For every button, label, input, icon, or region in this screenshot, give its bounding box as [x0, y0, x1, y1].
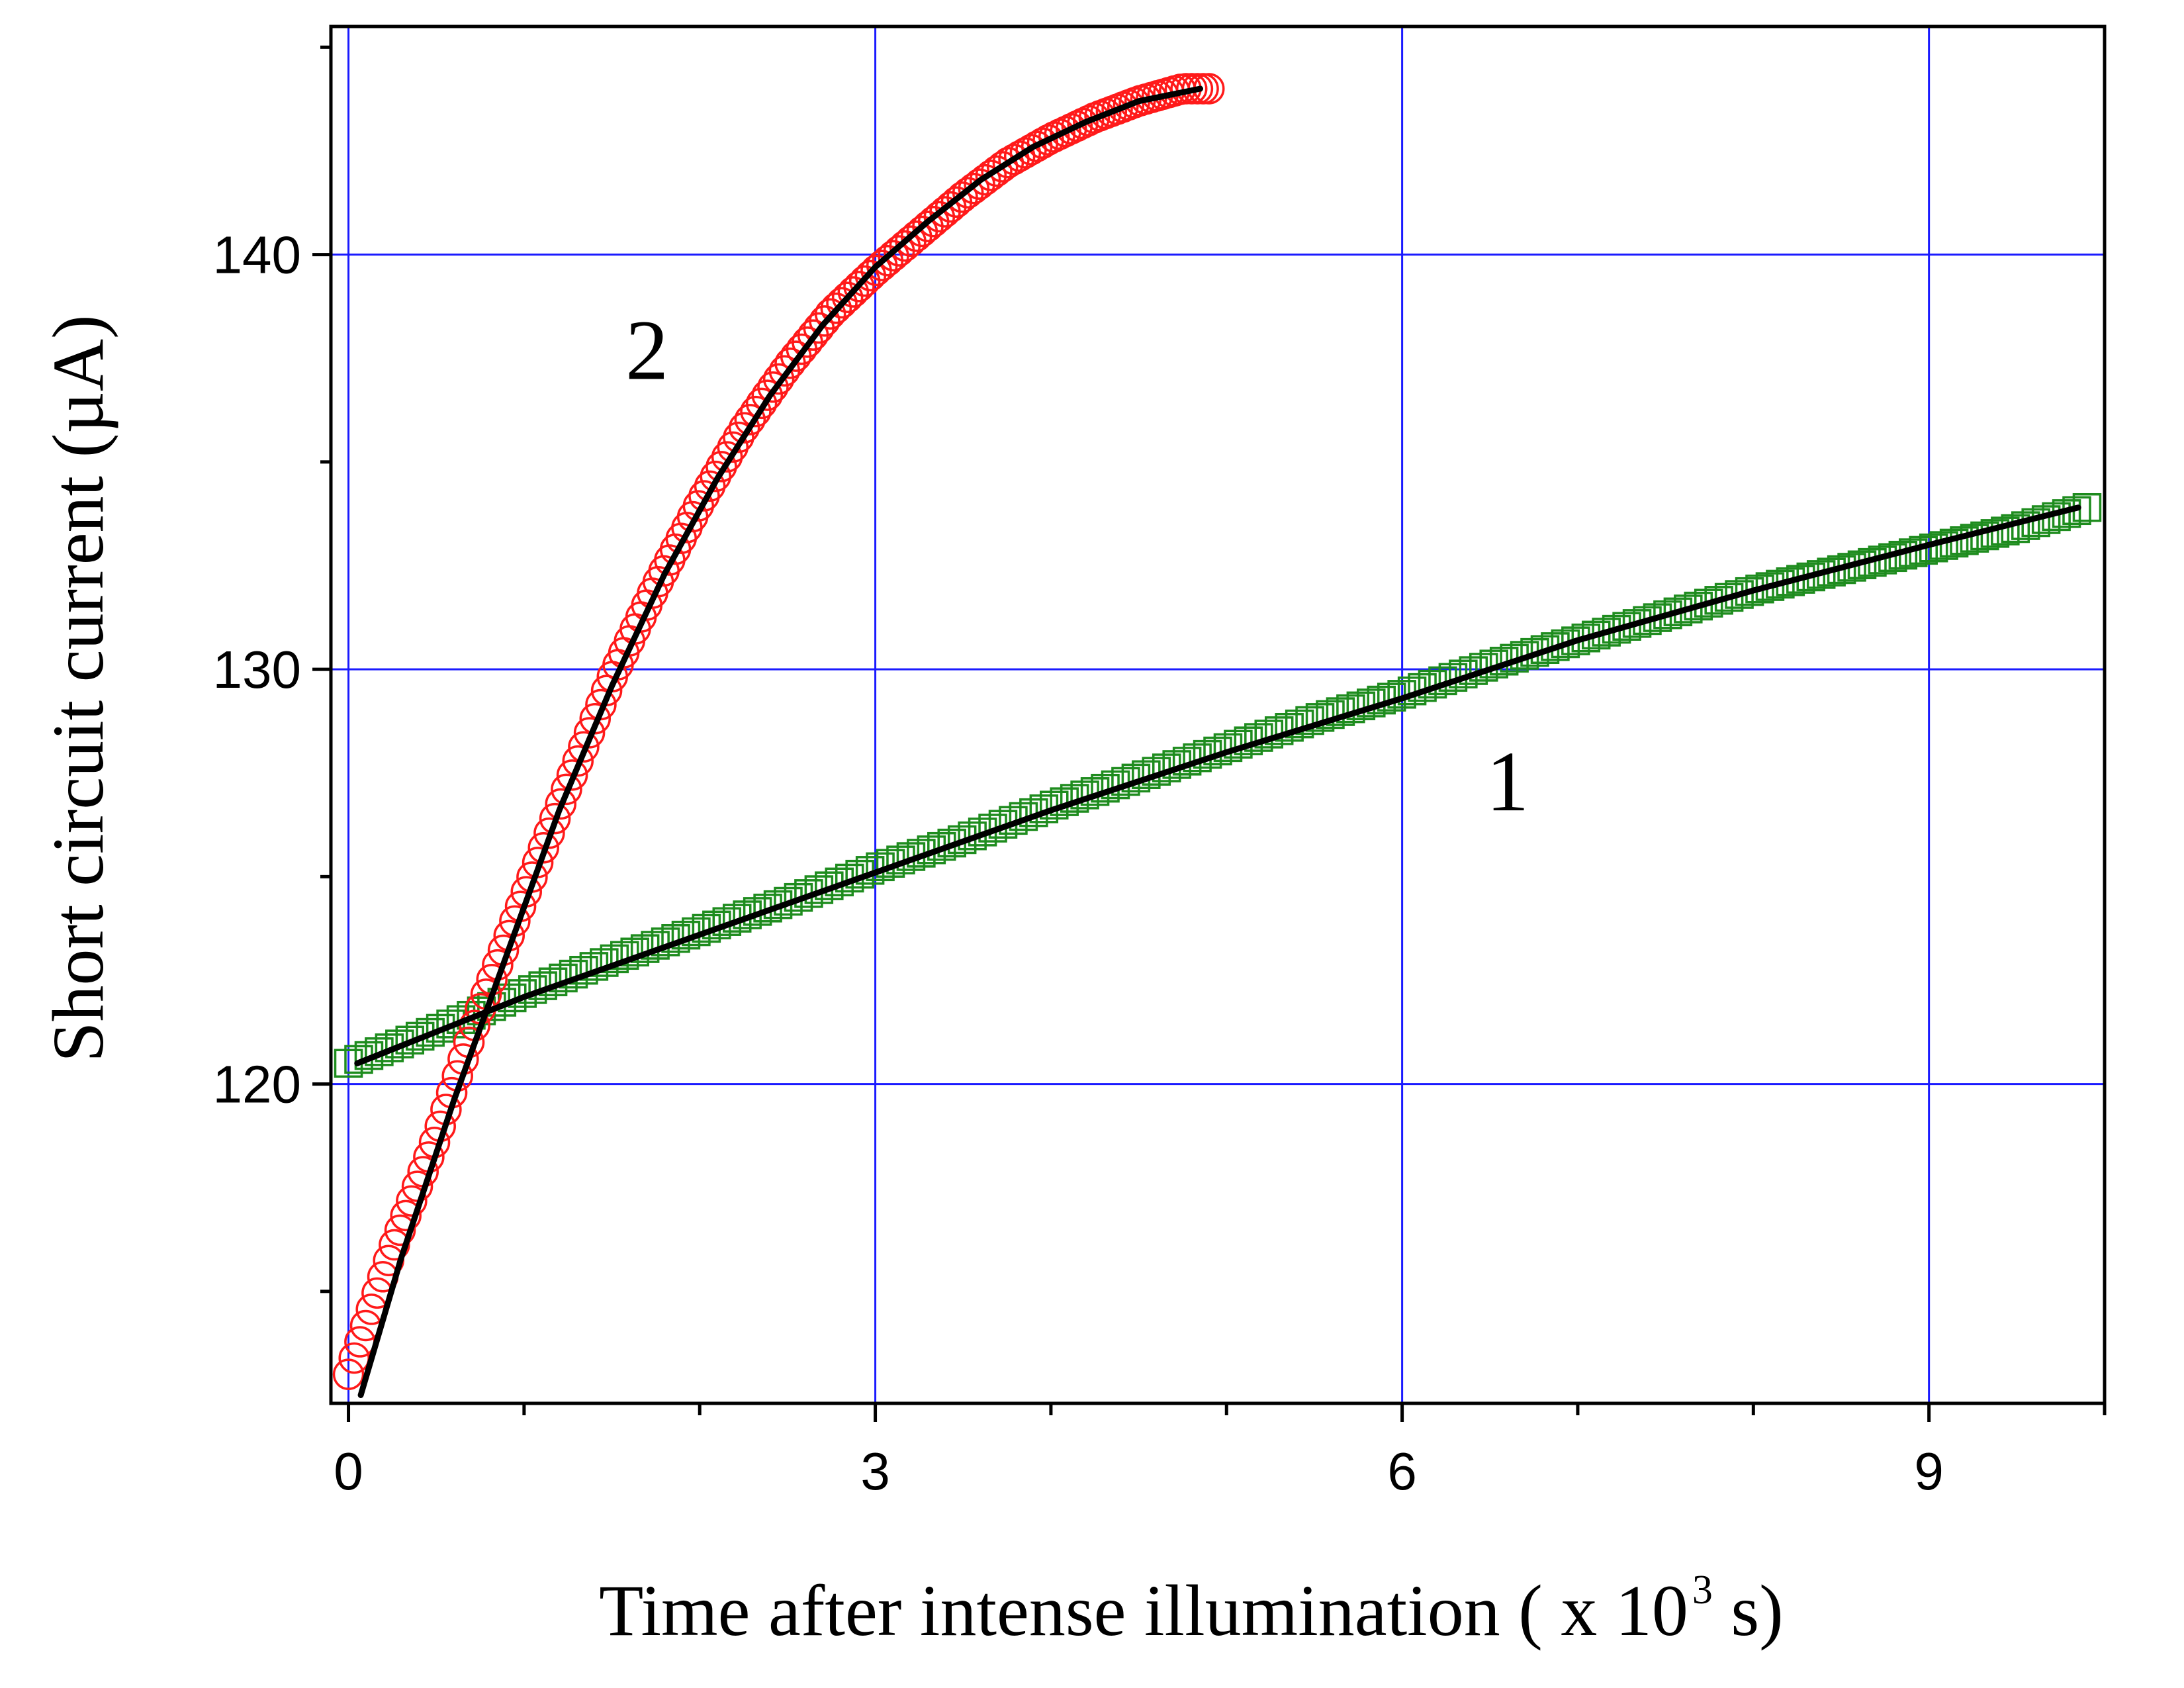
curve-label-1: 1 [1486, 734, 1529, 829]
data-point-series-2 [694, 470, 726, 502]
data-point-series-2 [384, 1214, 416, 1246]
data-point-series-2 [814, 298, 846, 330]
data-point-series-2 [757, 371, 789, 403]
data-point-series-1 [1725, 580, 1754, 609]
data-point-series-1 [1704, 586, 1733, 615]
x-axis-title: Time after intense illumination ( x 103 … [599, 1568, 1784, 1651]
data-point-series-2 [723, 421, 754, 453]
data-point-series-1 [1612, 612, 1641, 641]
data-point-series-1 [1653, 600, 1682, 630]
data-point-series-2 [826, 287, 858, 319]
data-point-series-2 [533, 817, 565, 849]
y-tick-label: 130 [213, 640, 301, 699]
curve-annotations: 12 [625, 303, 1529, 830]
data-point-series-1 [1592, 618, 1621, 647]
y-tick-label: 140 [213, 226, 301, 285]
data-point-series-1 [1745, 575, 1774, 604]
data-point-series-2 [958, 172, 990, 205]
data-point-series-2 [332, 1358, 365, 1390]
data-point-series-1 [1561, 626, 1590, 655]
y-tick-label: 120 [213, 1055, 301, 1114]
data-point-series-2 [390, 1199, 422, 1232]
axes [312, 24, 2107, 1422]
x-axis-title-superscript: 3 [1692, 1568, 1713, 1613]
data-point-series-2 [568, 731, 600, 763]
data-point-series-2 [338, 1342, 370, 1374]
data-point-series-2 [551, 773, 582, 806]
data-point-series-1 [426, 1013, 455, 1043]
data-point-series-2 [745, 387, 778, 420]
curve-label-2: 2 [625, 303, 668, 399]
data-point-series-2 [682, 490, 715, 522]
x-tick-label: 6 [1387, 1442, 1417, 1501]
data-point-series-1 [1602, 614, 1631, 644]
data-point-series-2 [981, 155, 1013, 187]
data-point-series-2 [837, 276, 870, 308]
data-point-series-2 [728, 412, 760, 444]
x-tick-label: 0 [334, 1442, 363, 1501]
data-point-series-2 [579, 702, 612, 735]
data-point-series-1 [1581, 620, 1611, 650]
data-point-series-2 [740, 395, 772, 428]
plot-frame [329, 24, 2107, 1405]
data-point-series-2 [527, 832, 559, 864]
data-point-series-2 [975, 160, 1007, 191]
y-axis-title: Short circuit current (µA) [38, 314, 118, 1062]
x-tick-label: 9 [1914, 1442, 1944, 1501]
data-point-series-1 [1694, 588, 1723, 618]
data-point-series-2 [717, 431, 749, 463]
data-point-series-2 [843, 271, 875, 303]
data-point-series-2 [820, 292, 852, 324]
data-point-series-2 [344, 1326, 376, 1358]
data-point-series-1 [1674, 594, 1703, 624]
data-point-series-2 [562, 745, 594, 777]
data-point-series-2 [751, 379, 784, 411]
data-point-series-1 [416, 1017, 445, 1047]
data-point-series-1 [1714, 583, 1744, 612]
data-point-series-2 [573, 717, 606, 749]
data-point-series-2 [539, 802, 571, 835]
data-point-series-2 [396, 1185, 428, 1217]
data-point-series-2 [964, 168, 995, 200]
data-point-series-1 [1571, 623, 1601, 653]
data-point-series-2 [809, 305, 841, 337]
tick-labels: 0 3 6 9 120 130 140 [213, 226, 1944, 1501]
data-point-series-2 [969, 164, 1001, 196]
data-point-series-2 [545, 788, 577, 820]
data-point-series-2 [762, 363, 795, 395]
data-point-series-1 [1622, 609, 1652, 638]
data-point-series-2 [556, 759, 588, 791]
data-point-series-1 [1551, 629, 1580, 659]
data-point-series-2 [688, 480, 720, 512]
fit-line-series-2 [357, 85, 1203, 1398]
data-point-series-2 [379, 1229, 410, 1261]
series-markers [332, 73, 2102, 1390]
data-point-series-1 [1633, 606, 1662, 635]
data-point-series-2 [848, 265, 881, 297]
data-point-series-1 [1663, 597, 1693, 627]
data-point-series-1 [1643, 603, 1672, 632]
x-tick-label: 3 [860, 1442, 890, 1501]
data-point-series-2 [705, 451, 737, 483]
data-point-series-2 [734, 404, 766, 436]
data-point-series-2 [831, 281, 864, 313]
data-point-series-1 [1684, 591, 1713, 621]
x-axis-title-end: s) [1713, 1570, 1784, 1651]
data-point-series-1 [1735, 577, 1764, 606]
data-point-series-1 [1541, 632, 1570, 661]
data-point-series-2 [711, 441, 743, 473]
x-axis-title-main: Time after intense illumination ( x 10 [599, 1570, 1688, 1651]
data-point-series-2 [700, 460, 732, 492]
data-point-series-2 [952, 177, 984, 209]
data-point-series-2 [946, 181, 978, 213]
fit-line-series-1 [354, 504, 2081, 1066]
fit-curves [354, 85, 2081, 1398]
